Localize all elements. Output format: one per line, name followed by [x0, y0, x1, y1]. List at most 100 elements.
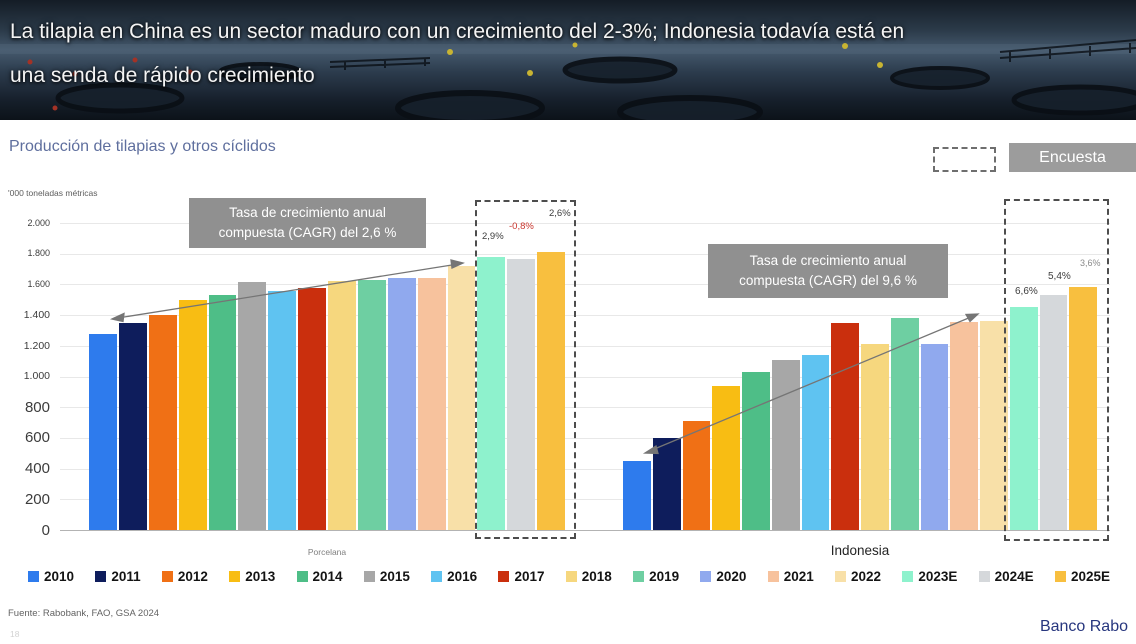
- bar-indonesia-2013: [712, 385, 740, 530]
- bar-porcelana-2010: [89, 333, 117, 530]
- legend-item-2019: 2019: [633, 569, 679, 584]
- legend-item-2022: 2022: [835, 569, 881, 584]
- chart-legend: 2010 2011 2012 2013 2014 2015 2016 2017 2018 2019…: [28, 569, 1110, 584]
- legend-item-2023e: 2023E: [902, 569, 957, 584]
- legend-item-2012: 2012: [161, 569, 208, 584]
- estimate-key-dashed-box: [933, 147, 996, 172]
- bar-indonesia-2011: [652, 437, 681, 530]
- legend-label-2013: 2013: [245, 569, 276, 584]
- chart-title: Producción de tilapias y otros cíclidos: [9, 138, 276, 155]
- y-tick-1800: 1.800: [27, 248, 50, 259]
- legend-label-2023e: 2023E: [918, 569, 958, 584]
- legend-swatch-2012: [161, 571, 173, 582]
- bar-porcelana-2019: [357, 279, 386, 530]
- bar-porcelana-2015: [238, 282, 267, 530]
- legend-swatch-2017: [498, 571, 510, 582]
- legend-swatch-2013: [229, 571, 241, 582]
- legend-label-2011: 2011: [111, 569, 141, 584]
- page-number: 18: [10, 629, 20, 639]
- bar-indonesia-2017: [831, 322, 859, 530]
- x-axis-label-indonesia: Indonesia: [830, 543, 890, 558]
- legend-label-2025e: 2025E: [1070, 569, 1110, 584]
- legend-item-2018: 2018: [565, 569, 612, 584]
- legend-swatch-2025e: [1054, 571, 1066, 582]
- legend-label-2016: 2016: [447, 569, 478, 584]
- bar-indonesia-2012: [682, 421, 711, 530]
- bar-porcelana-2022: [447, 266, 476, 530]
- legend-swatch-2020: [700, 571, 712, 582]
- hero-banner: La tilapia en China es un sector maduro …: [0, 0, 1136, 120]
- slide-title-line1: La tilapia en China es un sector maduro …: [10, 20, 905, 43]
- y-tick-1600: 1.600: [27, 278, 50, 289]
- y-tick-0: 0: [41, 521, 50, 539]
- y-tick-600: 600: [24, 429, 50, 447]
- cagr-text-line1: Tasa de crecimiento anual: [229, 205, 386, 221]
- bar-porcelana-2014: [208, 295, 237, 530]
- estimate-highlight-porcelana: [475, 200, 576, 539]
- bar-indonesia-2022: [980, 321, 1008, 530]
- legend-item-2025e: 2025E: [1054, 569, 1110, 584]
- bar-group-porcelana: [89, 223, 565, 530]
- gridline-400: [60, 468, 1110, 470]
- gridline-1200: [60, 345, 1110, 347]
- bar-indonesia-2023e: [1009, 307, 1038, 530]
- legend-swatch-2015: [363, 571, 375, 582]
- y-tick-2000: 2.000: [27, 217, 50, 228]
- aquaculture-photo-background: [0, 0, 1136, 120]
- legend-label-2012: 2012: [177, 569, 208, 584]
- growth-annotation-2025e-porcelana: 2,6%: [549, 208, 571, 219]
- gridline-2000: [60, 223, 1110, 224]
- legend-item-2016: 2016: [431, 569, 477, 584]
- legend-label-2015: 2015: [379, 569, 410, 584]
- bar-indonesia-2019: [890, 318, 919, 530]
- bar-indonesia-2014: [742, 371, 770, 530]
- bar-indonesia-2015: [771, 359, 800, 530]
- y-tick-400: 400: [24, 460, 50, 478]
- legend-label-2010: 2010: [44, 569, 75, 584]
- source-note: Fuente: Rabobank, FAO, GSA 2024: [8, 608, 160, 619]
- legend-swatch-2022: [835, 571, 846, 582]
- gridline-1600: [60, 284, 1110, 286]
- bar-indonesia-2021: [950, 322, 978, 530]
- y-tick-1200: 1.200: [23, 339, 50, 352]
- gridline-800: [60, 407, 1110, 409]
- legend-label-2024e: 2024E: [994, 569, 1034, 584]
- legend-item-2013: 2013: [229, 569, 275, 584]
- slide-title-line2: una senda de rápido crecimiento: [10, 64, 315, 87]
- brand-logo-text: Banco Rabo: [1039, 618, 1128, 635]
- legend-item-2015: 2015: [363, 569, 410, 584]
- y-tick-200: 200: [24, 490, 50, 508]
- y-tick-1000: 1.000: [23, 370, 50, 383]
- growth-annotation-2024e-indonesia: 5,4%: [1048, 271, 1071, 282]
- bar-porcelana-2011: [118, 322, 147, 530]
- growth-annotation-2024e-porcelana: -0,8%: [509, 221, 534, 232]
- bar-porcelana-2012: [148, 315, 177, 530]
- growth-annotation-2023e-porcelana: 2,9%: [482, 231, 504, 242]
- legend-item-2014: 2014: [296, 569, 343, 584]
- bar-porcelana-2024e: [507, 259, 536, 530]
- cagr-text-line2: compuesta (CAGR) del 9,6 %: [739, 273, 917, 288]
- estimate-highlight-indonesia: [1004, 199, 1109, 541]
- bar-indonesia-2018: [861, 344, 889, 530]
- legend-swatch-2021: [767, 571, 779, 582]
- legend-item-2021: 2021: [767, 569, 814, 584]
- survey-key-label: Encuesta: [1009, 143, 1136, 172]
- legend-label-2017: 2017: [514, 569, 545, 584]
- gridline-1400: [60, 315, 1110, 317]
- legend-label-2020: 2020: [716, 569, 747, 584]
- legend-item-2011: 2011: [95, 569, 141, 584]
- legend-item-2017: 2017: [498, 569, 544, 584]
- cagr-callout-porcelana: Tasa de crecimiento anual compuesta (CAG…: [189, 198, 426, 248]
- legend-swatch-2024e: [978, 571, 990, 582]
- y-axis-unit-label: '000 toneladas métricas: [8, 188, 98, 198]
- legend-label-2022: 2022: [851, 569, 882, 584]
- gridline-1800: [60, 253, 1110, 255]
- gridline-1000: [60, 376, 1110, 378]
- bar-porcelana-2020: [387, 278, 416, 530]
- y-tick-1400: 1.400: [23, 308, 50, 321]
- cagr-callout-indonesia: Tasa de crecimiento anual compuesta (CAG…: [708, 244, 948, 298]
- gridlines: [60, 223, 1110, 531]
- slide-title: La tilapia en China es un sector maduro …: [10, 10, 1126, 98]
- legend-item-2024e: 2024E: [978, 569, 1034, 584]
- bar-indonesia-2024e: [1039, 295, 1068, 530]
